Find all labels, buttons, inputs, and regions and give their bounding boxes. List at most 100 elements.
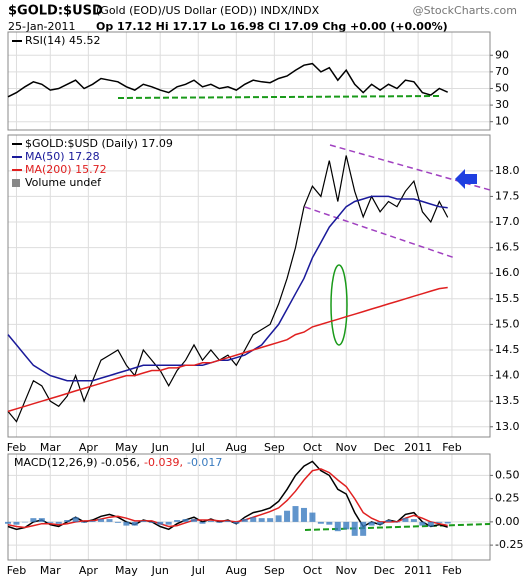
legend-entry: -0.017 — [187, 456, 222, 469]
histogram-bar — [81, 521, 88, 523]
histogram-bar — [224, 520, 231, 522]
y-tick-label: 13.0 — [495, 420, 520, 433]
y-tick-label: 70 — [495, 65, 509, 78]
histogram-bar — [140, 520, 147, 522]
histogram-bar — [191, 519, 198, 522]
histogram-bar — [21, 521, 28, 523]
x-tick-label: Aug — [226, 441, 247, 454]
y-tick-label: 15.5 — [495, 292, 520, 305]
histogram-bar — [64, 520, 71, 522]
legend-swatch — [12, 179, 20, 187]
y-tick-label: 0.00 — [495, 515, 520, 528]
y-tick-label: 17.5 — [495, 189, 520, 202]
x-tick-label: Sep — [264, 564, 285, 577]
histogram-bar — [410, 519, 417, 522]
x-tick-label: 2011 — [404, 441, 432, 454]
y-tick-label: 14.0 — [495, 369, 520, 382]
histogram-bar — [377, 521, 384, 525]
legend-entry: MA(50) 17.28 — [25, 150, 100, 163]
grid-layer — [8, 32, 490, 560]
y-tick-label: 16.5 — [495, 241, 520, 254]
x-tick-label: Oct — [303, 441, 323, 454]
x-tick-label: 2011 — [404, 564, 432, 577]
x-tick-label: Jul — [191, 564, 205, 577]
watermark: @StockCharts.com — [413, 4, 517, 17]
date: 25-Jan-2011 — [8, 20, 76, 33]
y-tick-label: 0.50 — [495, 468, 520, 481]
histogram-bar — [123, 521, 130, 526]
histogram-bar — [436, 521, 443, 523]
y-tick-label: 17.0 — [495, 215, 520, 228]
x-tick-label: May — [115, 441, 138, 454]
x-tick-label: Jun — [151, 564, 169, 577]
x-tick-label: Sep — [264, 441, 285, 454]
histogram-bar — [427, 521, 434, 527]
legend-entry: MACD(12,26,9) -0.056, — [14, 456, 140, 469]
rsi-frame — [7, 31, 491, 131]
histogram-bar — [148, 521, 155, 523]
y-tick-label: 50 — [495, 81, 509, 94]
histogram-bar — [393, 521, 400, 523]
x-tick-label: Mar — [40, 564, 61, 577]
x-tick-label: Jun — [151, 441, 169, 454]
x-tick-label: Aug — [226, 564, 247, 577]
histogram-bar — [199, 521, 206, 524]
series-line — [7, 468, 448, 529]
histogram-bar — [47, 521, 54, 523]
y-tick-label: 10 — [495, 115, 509, 128]
histogram-bar — [38, 518, 45, 522]
histogram-bar — [216, 521, 223, 523]
x-tick-label: Dec — [374, 564, 395, 577]
histogram-bar — [114, 521, 121, 523]
legend-note: Volume undef — [25, 176, 102, 189]
histogram-bar — [131, 521, 138, 526]
histogram-bar — [55, 521, 62, 524]
histogram-bar — [241, 519, 248, 522]
histogram-bar — [402, 518, 409, 522]
x-tick-label: Feb — [442, 564, 461, 577]
series-line — [7, 62, 449, 98]
histogram-bar — [157, 521, 164, 525]
histogram-bar — [89, 520, 96, 522]
series-line — [7, 155, 449, 423]
histogram-bar — [334, 521, 341, 532]
x-tick-label: Dec — [374, 441, 395, 454]
histogram-bar — [106, 519, 113, 522]
macd-frame — [7, 453, 491, 561]
y-tick-label: 0.25 — [495, 492, 520, 505]
histogram-bar — [267, 518, 274, 522]
legend-entry: MA(200) 15.72 — [25, 163, 107, 176]
histogram-bar — [72, 517, 79, 522]
y-tick-label: -0.25 — [495, 538, 523, 551]
channel-upper — [329, 144, 491, 191]
histogram-bar — [292, 506, 299, 522]
histogram-bar — [419, 521, 426, 526]
histogram-bar — [233, 521, 240, 524]
series-line — [7, 286, 448, 413]
x-tick-label: Apr — [79, 564, 99, 577]
histogram-bar — [444, 521, 451, 524]
histogram-bar — [250, 517, 257, 522]
y-tick-label: 30 — [495, 98, 509, 111]
y-tick-label: 13.5 — [495, 394, 520, 407]
x-tick-label: May — [115, 564, 138, 577]
histogram-bar — [326, 521, 333, 525]
histogram-bar — [368, 521, 375, 526]
x-tick-label: Feb — [442, 441, 461, 454]
x-tick-label: Apr — [79, 441, 99, 454]
price-frame — [7, 134, 491, 438]
x-tick-label: Feb — [7, 564, 26, 577]
histogram-bar — [165, 521, 172, 525]
symbol: $GOLD:$USD — [8, 4, 103, 19]
legend-entry: -0.039, — [144, 456, 183, 469]
legend-entry: $GOLD:$USD (Daily) 17.09 — [25, 137, 173, 150]
histogram-bar — [258, 518, 265, 522]
histogram-bar — [317, 521, 324, 524]
description: (Gold (EOD)/US Dollar (EOD)) INDX/INDX — [96, 4, 320, 17]
histogram-bar — [351, 521, 358, 536]
y-tick-label: 16.0 — [495, 266, 520, 279]
y-tick-label: 15.0 — [495, 317, 520, 330]
highlight-ellipse — [330, 264, 348, 346]
arrow — [455, 169, 477, 189]
